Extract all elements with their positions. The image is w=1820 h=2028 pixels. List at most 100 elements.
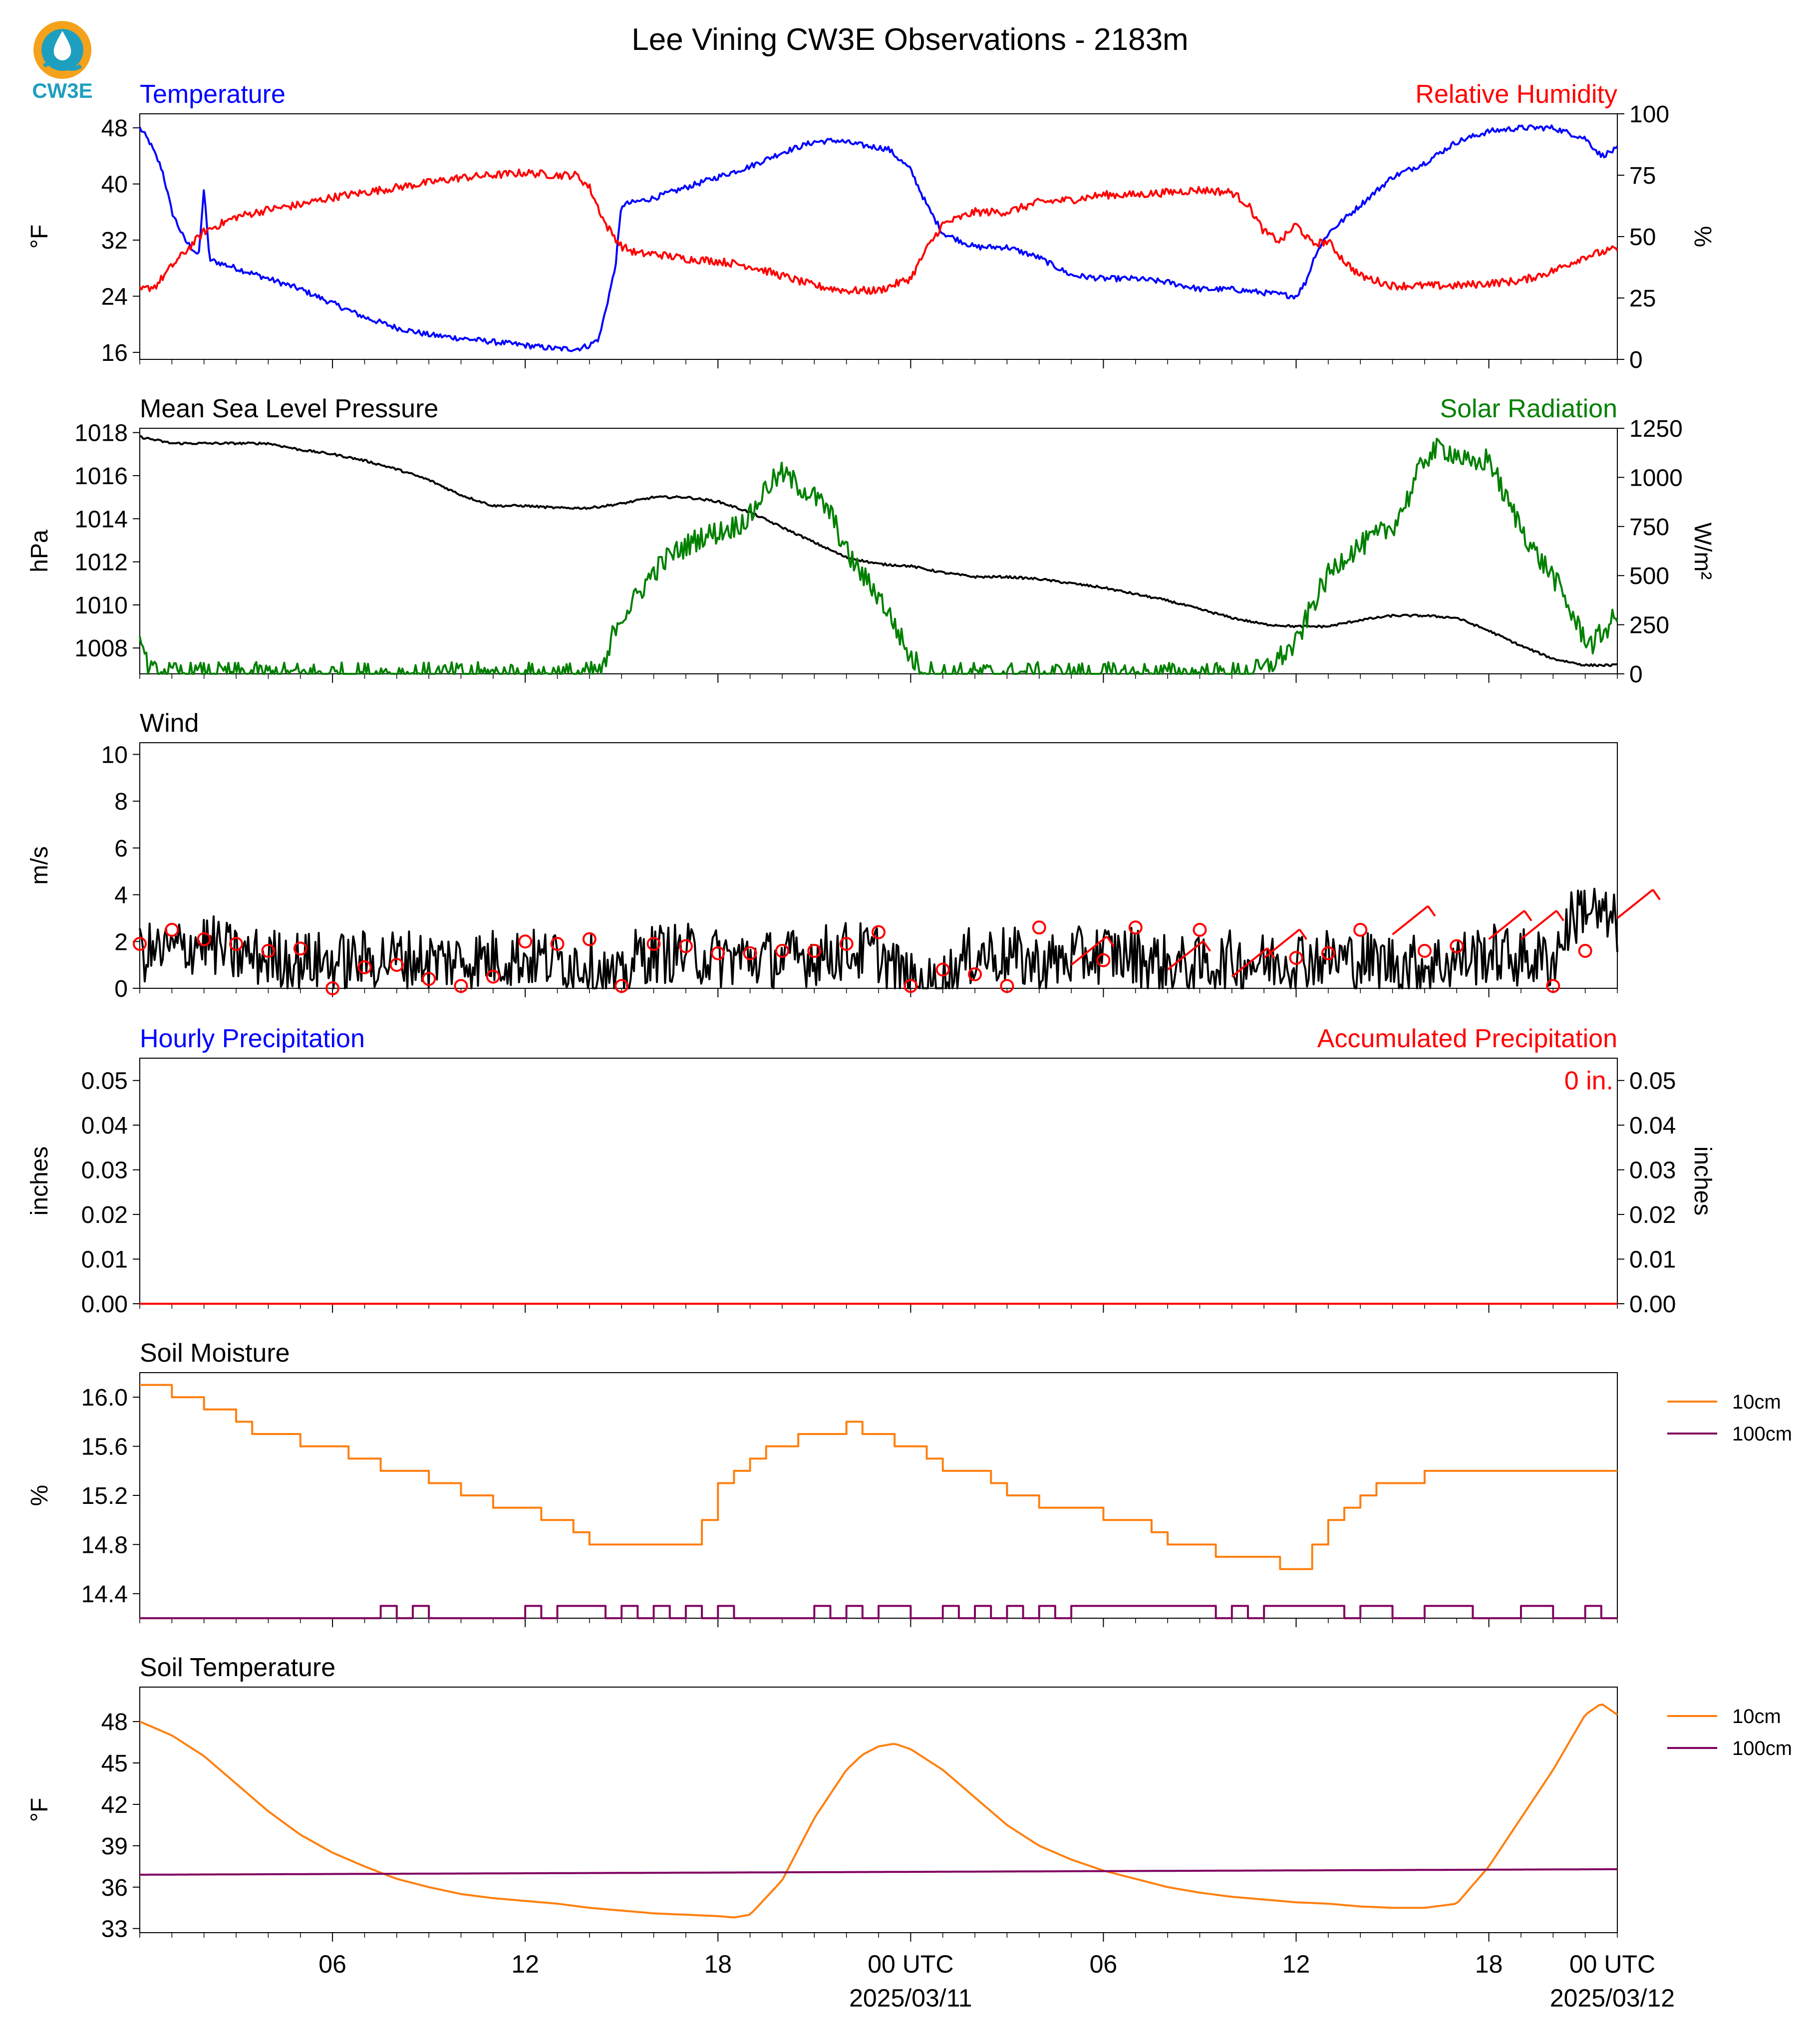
chart-title: Lee Vining CW3E Observations - 2183m [631, 22, 1188, 57]
x-tick-label: 06 [318, 1950, 346, 1978]
y-axis-label: hPa [26, 530, 53, 573]
y-tick-label: 40 [101, 172, 128, 198]
y-tick-label-right: 1250 [1629, 416, 1683, 442]
calm-circle [1096, 953, 1111, 967]
panel-0: Temperature Relative Humidity 16 24 32 40 48 0 2… [26, 80, 1716, 373]
legend-label: 10cm [1732, 1391, 1781, 1413]
y-tick-label-right: 0 [1629, 347, 1643, 373]
panel-title-right: Accumulated Precipitation [1317, 1024, 1617, 1053]
y-tick-label: 39 [101, 1833, 128, 1860]
calm-circle [968, 967, 982, 981]
calm-circle [1193, 922, 1207, 937]
wind-barb-staff [1520, 910, 1557, 940]
y-axis-label: % [26, 1485, 53, 1506]
calm-circle [133, 936, 147, 951]
calm-circle [614, 979, 629, 993]
calm-circle [775, 944, 789, 958]
y-tick-label-right: 0 [1629, 661, 1643, 688]
panel-title-left: Soil Temperature [140, 1653, 335, 1682]
y-tick-label-right: 0.01 [1629, 1247, 1676, 1273]
wind-barb-flag [1523, 910, 1532, 921]
y-tick-label: 48 [101, 115, 128, 142]
calm-circle [454, 979, 468, 993]
x-tick-label: 00 UTC [1569, 1950, 1655, 1978]
series-line-mean-sea-level-pressure [139, 435, 1618, 667]
wind-barb-staff [1392, 905, 1429, 935]
series-line-relative-humidity [139, 168, 1618, 295]
panel-title-right: Relative Humidity [1415, 80, 1617, 109]
calm-circle [389, 958, 404, 972]
x-tick-label: 18 [704, 1950, 732, 1978]
y-tick-label: 0.02 [81, 1202, 128, 1228]
calm-circle [357, 960, 372, 974]
series-line-10cm [140, 1384, 1617, 1570]
y-tick-label-right: 500 [1629, 563, 1669, 589]
calm-circle [261, 944, 276, 958]
calm-circle [839, 936, 854, 951]
y-tick-label: 1010 [74, 592, 128, 619]
panel-2: Wind 0 2 4 6 8 10 m/s [26, 709, 1661, 1002]
calm-circle [325, 981, 340, 995]
wind-barb-flag [1652, 889, 1661, 900]
y-tick-label-right: 50 [1629, 224, 1656, 251]
y-tick-label-right: 0.00 [1629, 1291, 1676, 1318]
y-tick-label-right: 750 [1629, 514, 1669, 541]
panel-title-left: Wind [140, 709, 199, 738]
wind-barb-flag [1555, 910, 1564, 921]
y-tick-label: 6 [114, 836, 128, 862]
y-tick-label: 1018 [74, 420, 128, 447]
y-tick-label-right: 100 [1629, 101, 1669, 128]
calm-circle [1578, 944, 1592, 958]
x-tick-label: 00 UTC [868, 1950, 953, 1978]
wind-barb-staff [1231, 947, 1268, 978]
y-axis-label-right: inches [1689, 1147, 1716, 1216]
y-tick-label-right: 0.04 [1629, 1113, 1676, 1139]
calm-circle [678, 939, 693, 953]
legend-label: 100cm [1732, 1423, 1792, 1445]
wind-barb-flag [1298, 928, 1308, 940]
y-axis-label: °F [26, 1798, 53, 1822]
y-tick-label-right: 1000 [1629, 465, 1683, 491]
y-tick-label: 0.05 [81, 1068, 128, 1095]
y-tick-label: 10 [101, 742, 128, 768]
logo-wave-icon [42, 61, 82, 71]
logo-drop-icon [53, 31, 71, 60]
accum-precip-label: 0 in. [1564, 1067, 1613, 1096]
y-tick-label: 0.03 [81, 1158, 128, 1184]
wind-barb-flag [1202, 940, 1212, 952]
y-tick-label: 48 [101, 1709, 128, 1736]
y-tick-label: 42 [101, 1792, 128, 1818]
y-tick-label: 24 [101, 284, 128, 310]
panel-title-left: Temperature [140, 80, 286, 109]
plot-frame [139, 1372, 1618, 1619]
y-tick-label: 0.01 [81, 1247, 128, 1273]
calm-circle [646, 936, 661, 951]
y-axis-label: m/s [26, 846, 53, 884]
calm-circle [1417, 944, 1432, 958]
calm-circle [904, 979, 918, 993]
calm-circle [1032, 920, 1046, 935]
calm-circle [1546, 979, 1560, 993]
calm-circle [229, 936, 244, 951]
y-axis-label-right: % [1689, 226, 1716, 248]
y-tick-label-right: 250 [1629, 612, 1669, 639]
y-tick-label: 14.8 [81, 1532, 128, 1558]
calm-circle [1450, 939, 1464, 953]
calm-circle [582, 932, 597, 946]
y-tick-label-right: 0.02 [1629, 1202, 1676, 1228]
calm-circle [711, 946, 725, 960]
y-axis-label-right: W/m² [1689, 523, 1716, 580]
panels: Temperature Relative Humidity162432404802… [26, 80, 1792, 2012]
wind-barb-staff [1616, 888, 1654, 919]
y-tick-label-right: 0.03 [1629, 1158, 1676, 1184]
y-tick-label: 15.2 [81, 1483, 128, 1509]
series-line-wind-speed [139, 887, 1618, 989]
panel-1: Mean Sea Level Pressure Solar Radiation 10… [26, 394, 1716, 688]
y-tick-label: 1016 [74, 463, 128, 490]
y-tick-label: 2 [114, 929, 128, 955]
calm-circle [743, 946, 757, 960]
calm-circle [807, 944, 822, 958]
series-line-solar-radiation [139, 438, 1618, 675]
calm-circle [486, 969, 500, 984]
